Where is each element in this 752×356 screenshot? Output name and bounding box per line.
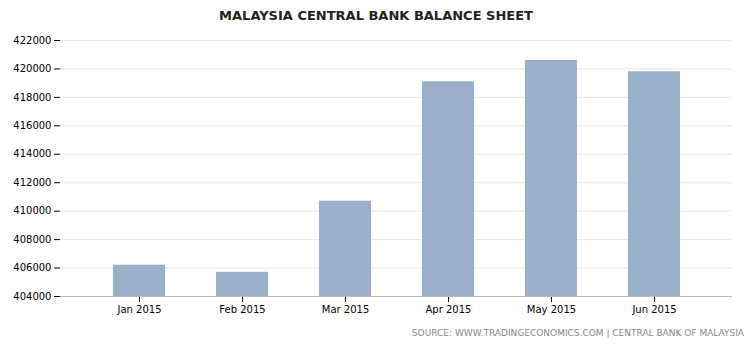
- svg-text:Mar 2015: Mar 2015: [322, 304, 370, 315]
- svg-text:422000: 422000: [13, 35, 51, 46]
- svg-text:414000: 414000: [13, 148, 51, 159]
- svg-text:408000: 408000: [13, 234, 51, 245]
- svg-text:420000: 420000: [13, 63, 51, 74]
- svg-text:404000: 404000: [13, 291, 51, 302]
- svg-text:Feb 2015: Feb 2015: [219, 304, 265, 315]
- svg-text:Apr 2015: Apr 2015: [426, 304, 472, 315]
- svg-text:May 2015: May 2015: [527, 304, 576, 315]
- html-text:MALAYSIA CENTRAL BANK BALANCE: MALAYSIA CENTRAL BANK BALANCE SHEET: [219, 8, 533, 23]
- svg-text:Jun 2015: Jun 2015: [631, 304, 676, 315]
- svg-text:410000: 410000: [13, 205, 51, 216]
- html-text:SOURCE: WWW.TRADINGECONOMICS.C: SOURCE: WWW.TRADINGECONOMICS.COM | CENTR…: [411, 328, 744, 338]
- svg-text:416000: 416000: [13, 120, 51, 131]
- svg-text:412000: 412000: [13, 177, 51, 188]
- svg-text:Jan 2015: Jan 2015: [116, 304, 161, 315]
- svg-text:418000: 418000: [13, 92, 51, 103]
- svg-text:406000: 406000: [13, 262, 51, 273]
